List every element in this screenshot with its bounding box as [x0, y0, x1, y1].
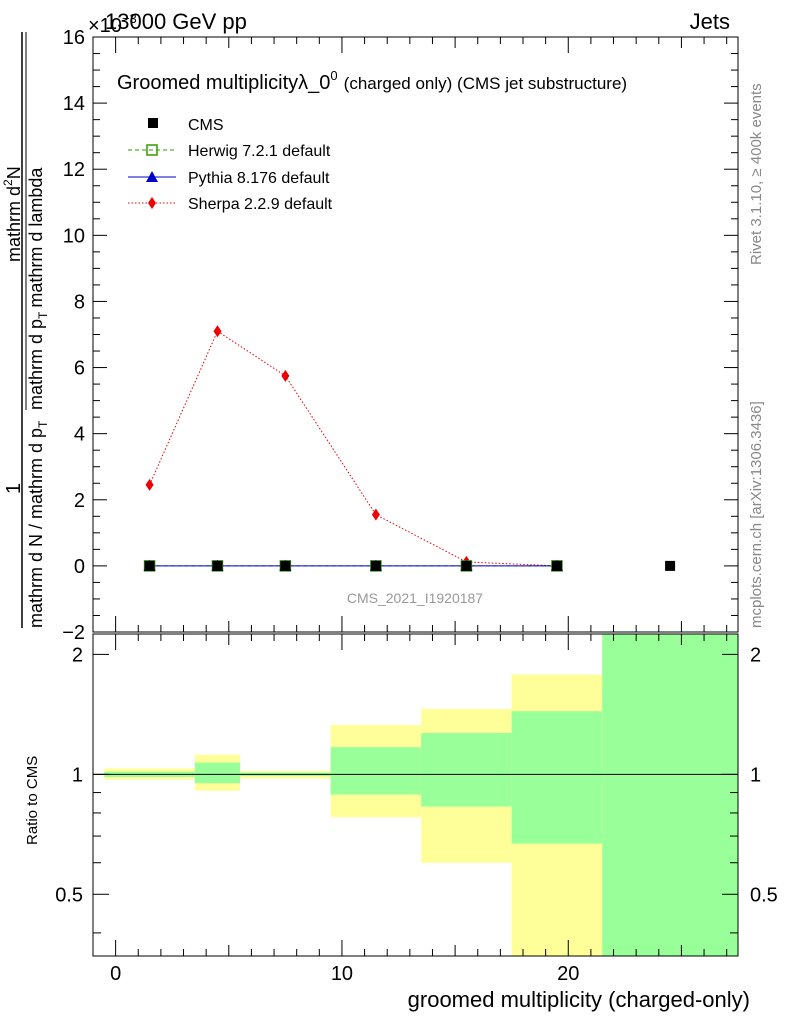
- data-point-sherpa: [213, 325, 222, 338]
- watermark: CMS_2021_I1920187: [347, 590, 483, 606]
- ratio-band-green: [511, 711, 603, 844]
- main-y-ticks: −2 0 2 4 6 8 10 12 14 16: [62, 27, 738, 644]
- main-y-tick-label: 0: [74, 556, 85, 578]
- ylabel-upper-N: N: [4, 166, 24, 179]
- main-y-tick-label: 2: [74, 490, 85, 512]
- ratio-band-green: [194, 762, 241, 784]
- main-y-tick-label: 12: [63, 159, 85, 181]
- exponent-power: −3: [122, 11, 137, 26]
- chart-title: Groomed multiplicityλ_00 (charged only) (…: [117, 68, 627, 94]
- mcplots-label: mcplots.cern.ch [arXiv:1306.3436]: [748, 401, 765, 628]
- ylabel-upper-d: mathrm d: [4, 186, 24, 262]
- ratio-y-tick-label-right: 0.5: [750, 884, 778, 906]
- data-point-cms: [144, 560, 155, 571]
- ratio-band-green: [421, 732, 512, 807]
- legend-marker-sherpa: [148, 197, 156, 209]
- ylabel-inner-dp: mathrm d p: [26, 319, 46, 410]
- ratio-y-tick-label-right: 1: [750, 764, 761, 786]
- ylabel-numerator: 1: [3, 483, 25, 494]
- main-y-tick-label: −2: [62, 622, 85, 644]
- ratio-x-ticks: 0 10 20: [110, 634, 728, 985]
- main-y-tick-label: 8: [74, 291, 85, 313]
- ratio-band-green: [330, 747, 422, 795]
- main-y-tick-label: 16: [63, 27, 85, 49]
- legend-marker-pythia: [146, 171, 158, 182]
- main-y-label: 1 mathrm d N / mathrm d pT mathrm d2N ma…: [1, 32, 50, 628]
- data-point-cms: [212, 560, 223, 571]
- ratio-y-tick-label: 2: [72, 644, 83, 666]
- title-lambda: λ_0: [298, 72, 330, 94]
- process-label: Jets: [690, 9, 730, 34]
- ratio-x-tick-label: 0: [110, 963, 121, 985]
- ratio-y-tick-label-right: 2: [750, 644, 761, 666]
- main-y-tick-label: 6: [74, 358, 85, 380]
- data-point-cms: [461, 560, 472, 571]
- energy-label: 13000 GeV pp: [105, 9, 247, 34]
- ylabel-inner-T: T: [36, 311, 50, 319]
- ylabel-denominator-main: mathrm d N / mathrm d p: [26, 428, 46, 628]
- ratio-y-label: Ratio to CMS: [24, 756, 41, 845]
- data-point-sherpa: [371, 508, 380, 521]
- legend-marker-cms: [148, 118, 158, 128]
- legend-label-herwig: Herwig 7.2.1 default: [188, 143, 331, 160]
- title-suffix: (charged only) (CMS jet substructure): [344, 74, 627, 93]
- exponent-base: ×10: [88, 15, 122, 37]
- data-point-cms: [370, 560, 381, 571]
- ylabel-upper: mathrm d2N: [1, 166, 24, 262]
- ratio-y-tick-label: 0.5: [55, 884, 83, 906]
- ylabel-inner-denominator: mathrm d pTmathrm d lambda: [26, 167, 50, 410]
- title-sup: 0: [330, 68, 337, 83]
- legend-label-sherpa: Sherpa 2.2.9 default: [188, 196, 333, 213]
- ylabel-denominator-T: T: [36, 420, 50, 428]
- legend-marker-herwig: [146, 144, 158, 156]
- x-axis-label: groomed multiplicity (charged-only): [408, 987, 750, 1012]
- rivet-label: Rivet 3.1.10, ≥ 400k events: [748, 83, 765, 265]
- main-y-tick-label: 4: [74, 424, 85, 446]
- ratio-x-tick-label: 10: [331, 963, 353, 985]
- ylabel-denominator: mathrm d N / mathrm d pT: [26, 420, 50, 628]
- data-point-cms: [551, 560, 562, 571]
- main-y-tick-label: 10: [63, 225, 85, 247]
- series-line-3: [149, 330, 557, 567]
- ratio-panel: 0.5 0.5 1 1 2 2 0 10 20 Ratio to CMS groomed mu…: [24, 633, 778, 1012]
- ylabel-upper-sup: 2: [1, 179, 15, 186]
- ratio-bands: [104, 634, 738, 956]
- ylabel-inner-tail: mathrm d lambda: [26, 167, 46, 308]
- data-point-sherpa: [145, 478, 154, 491]
- legend: CMS Herwig 7.2.1 default Pythia 8.176 de…: [128, 117, 333, 213]
- exponent-label: ×10−3: [88, 11, 137, 37]
- ratio-y-ticks: 0.5 0.5 1 1 2 2: [55, 644, 778, 934]
- legend-label-pythia: Pythia 8.176 default: [188, 170, 330, 187]
- main-series-layer: [143, 325, 676, 572]
- legend-label-cms: CMS: [188, 117, 224, 134]
- data-point-sherpa: [281, 369, 290, 382]
- ratio-frame: [92, 633, 739, 957]
- ratio-y-tick-label: 1: [72, 764, 83, 786]
- data-point-cms: [665, 560, 676, 571]
- ratio-x-tick-label: 20: [557, 963, 579, 985]
- main-y-tick-label: 14: [63, 93, 85, 115]
- main-x-ticks: [115, 37, 728, 632]
- data-point-cms: [280, 560, 291, 571]
- ratio-band-green: [602, 634, 738, 956]
- title-main: Groomed multiplicity: [117, 72, 298, 94]
